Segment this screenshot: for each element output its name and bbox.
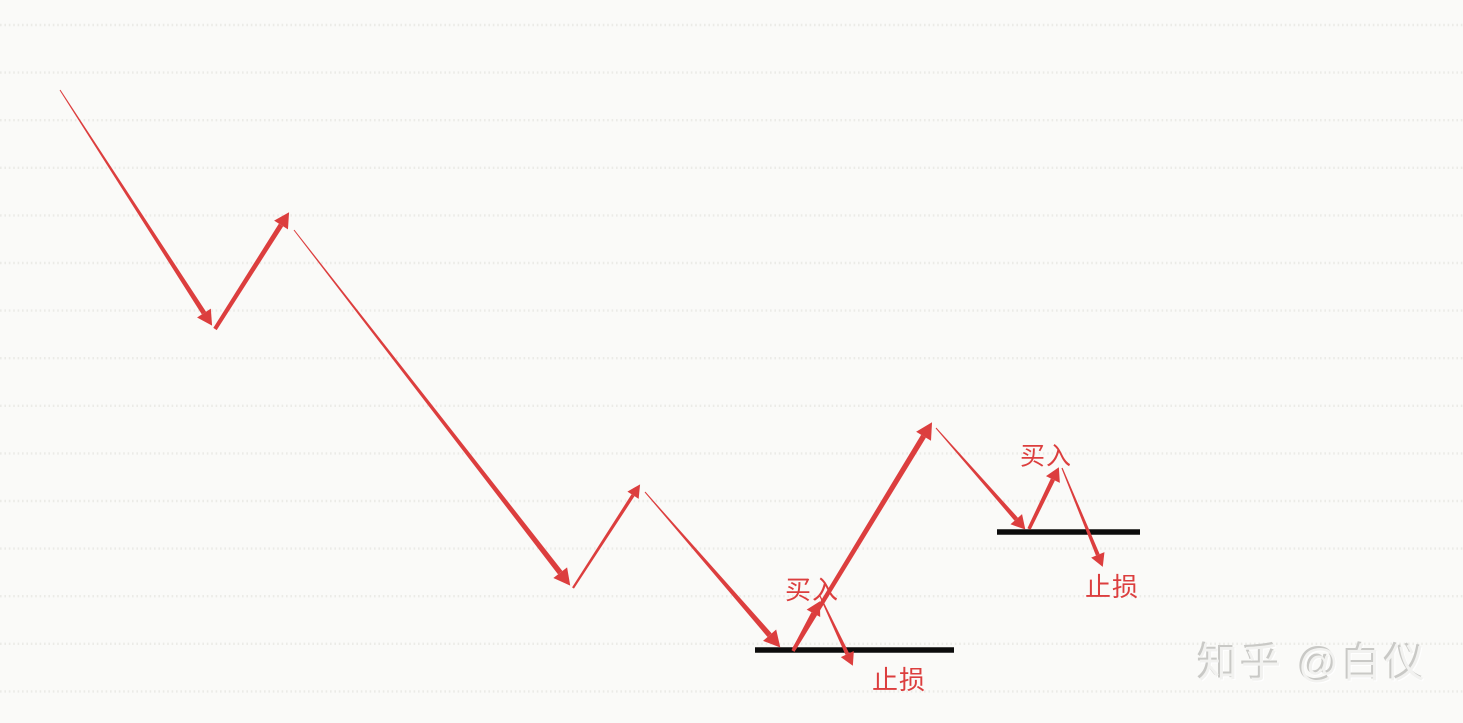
zhihu-watermark: 知乎 @白仪 [1198, 642, 1428, 686]
rally-arrow [792, 422, 933, 651]
buy-label-1: 买入 [784, 575, 840, 605]
stoploss-arrow-2 [1061, 467, 1105, 567]
stoploss-arrow-1 [819, 595, 854, 666]
stoploss-label-1: 止损 [871, 665, 927, 695]
downtrend-leg-4-arrow [935, 427, 1026, 530]
rebound-leg-1-arrow [213, 212, 290, 331]
downtrend-leg-2-arrow [293, 229, 571, 586]
stoploss-label-2: 止损 [1084, 572, 1140, 602]
downtrend-leg-3-arrow [644, 491, 781, 648]
downtrend-leg-1-arrow [59, 89, 213, 326]
rebound-leg-2-arrow [572, 484, 641, 589]
buy-arrow-2 [1027, 467, 1060, 530]
buy-label-2: 买入 [1019, 442, 1073, 471]
